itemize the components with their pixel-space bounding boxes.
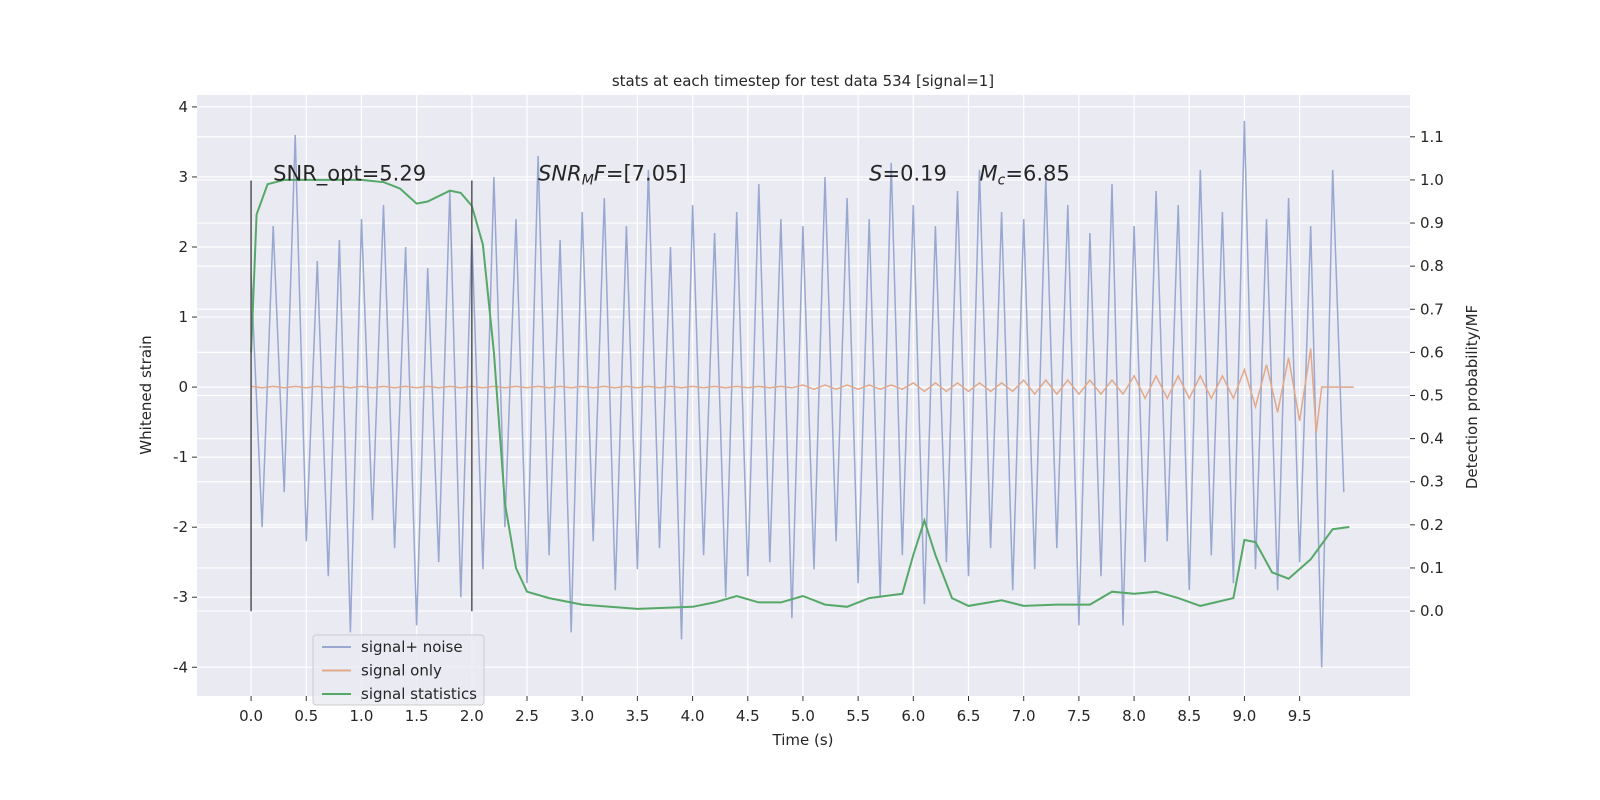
x-tick-label: 5.5	[846, 707, 870, 725]
annotation: S=0.19	[869, 161, 947, 185]
x-tick-label: 8.5	[1177, 707, 1201, 725]
x-tick-label: 7.0	[1012, 707, 1036, 725]
x-tick-label: 4.0	[681, 707, 705, 725]
x-tick-label: 0.5	[294, 707, 318, 725]
x-tick-label: 8.0	[1122, 707, 1146, 725]
x-tick-label: 1.5	[405, 707, 429, 725]
legend-label: signal+ noise	[361, 638, 463, 656]
y2-tick-label: 0.6	[1420, 343, 1444, 361]
y-tick-label: -3	[173, 588, 188, 606]
x-tick-label: 0.0	[239, 707, 263, 725]
y-tick-label: -1	[173, 448, 188, 466]
x-tick-label: 4.5	[736, 707, 760, 725]
y2-tick-label: 0.7	[1420, 300, 1444, 318]
chart-title: stats at each timestep for test data 534…	[612, 72, 994, 90]
x-tick-label: 9.0	[1233, 707, 1257, 725]
series-line	[250, 178, 1350, 610]
y-tick-label: 0	[178, 378, 188, 396]
y2-axis-label: Detection probability/MF	[1463, 305, 1481, 489]
y2-tick-label: 0.0	[1420, 602, 1444, 620]
y-tick-label: 2	[178, 238, 188, 256]
x-tick-label: 1.0	[350, 707, 374, 725]
x-tick-label: 3.0	[570, 707, 594, 725]
annotation-part: F	[594, 161, 607, 185]
annotation-part: =0.19	[883, 161, 947, 185]
annotation-part: =6.85	[1005, 161, 1069, 185]
y-tick-label: 1	[178, 308, 188, 326]
x-tick-label: 6.0	[901, 707, 925, 725]
series-line	[250, 120, 1345, 668]
y2-tick-label: 0.1	[1420, 559, 1444, 577]
y2-tick-label: 1.1	[1420, 128, 1444, 146]
annotation-part: M	[582, 172, 594, 188]
x-tick-label: 3.5	[625, 707, 649, 725]
annotation-part: SNR_opt=5.29	[273, 161, 426, 186]
annotation-part: =[7.05]	[606, 161, 687, 185]
y-tick-label: 3	[178, 168, 188, 186]
x-tick-label: 9.5	[1288, 707, 1312, 725]
annotation: SNRMF=[7.05]	[538, 161, 687, 188]
y2-tick-label: 0.8	[1420, 257, 1444, 275]
y-tick-label: -4	[173, 658, 188, 676]
legend: signal+ noise signal only signal statistic…	[312, 634, 485, 706]
y2-tick-label: 0.2	[1420, 516, 1444, 534]
legend-label: signal only	[361, 662, 442, 680]
x-axis-label: Time (s)	[772, 731, 834, 749]
annotation-part: S	[869, 161, 882, 185]
x-tick-label: 2.5	[515, 707, 539, 725]
x-tick-label: 5.0	[791, 707, 815, 725]
y2-tick-label: 0.5	[1420, 387, 1444, 405]
y2-tick-label: 0.4	[1420, 430, 1444, 448]
annotation: Mc=6.85	[980, 161, 1070, 188]
x-tick-label: 7.5	[1067, 707, 1091, 725]
y-tick-label: -2	[173, 518, 188, 536]
legend-box	[312, 634, 485, 706]
annotation-part: SNR	[538, 161, 582, 185]
x-tick-label: 2.0	[460, 707, 484, 725]
y2-tick-label: 1.0	[1420, 171, 1444, 189]
y-axis-label: Whitened strain	[137, 335, 155, 454]
annotation-part: c	[998, 172, 1006, 188]
annotation-part: M	[980, 161, 998, 185]
series-line	[251, 348, 1354, 433]
legend-label: signal statistics	[361, 685, 477, 703]
y2-tick-label: 0.3	[1420, 473, 1444, 491]
y2-tick-label: 0.9	[1420, 214, 1444, 232]
y-tick-label: 4	[178, 98, 188, 116]
x-tick-label: 6.5	[957, 707, 981, 725]
annotation: SNR_opt=5.29	[273, 161, 426, 186]
